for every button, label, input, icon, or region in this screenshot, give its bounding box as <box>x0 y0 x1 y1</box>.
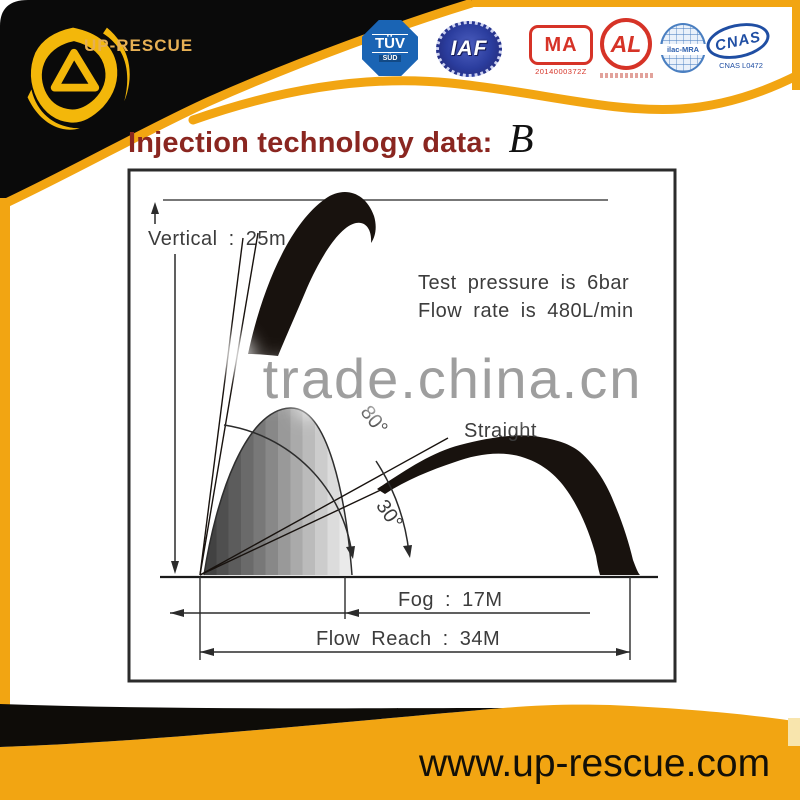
badge-cnas: CNAS CNAS L0472 <box>703 17 776 70</box>
straight-jet-curve <box>377 435 640 575</box>
iaf-globe-icon: IAF <box>436 21 502 77</box>
badge-ma: MA 2014000372Z <box>529 25 593 76</box>
footer-black-wave <box>0 704 503 747</box>
badge-iaf: IAF <box>436 21 502 77</box>
footer-orange-field <box>0 704 800 800</box>
straight-label: Straight <box>464 420 537 442</box>
footer-pale-sliver <box>788 718 800 746</box>
vertical-label: Vertical : 25m <box>148 228 286 250</box>
tuv-octagon-icon: TÜV SÜD <box>362 20 418 76</box>
badge-ilac: ilac-MRA <box>659 23 707 73</box>
page-title: Injection technology data: B <box>128 114 534 162</box>
orange-wave-line <box>188 69 800 125</box>
brand-name: UP-RESCUE <box>84 36 194 55</box>
watermark-text: trade.china.cn <box>262 347 643 410</box>
flow-reach-label: Flow Reach : 34M <box>316 628 500 650</box>
ilac-globe-icon: ilac-MRA <box>659 23 707 73</box>
ma-code: 2014000372Z <box>535 67 587 76</box>
jet-edge-lines <box>199 232 449 576</box>
watermark-glow <box>622 352 652 384</box>
test-pressure-note: Test pressure is 6bar <box>418 272 629 294</box>
top-orange-stripe <box>455 0 800 7</box>
ma-box-icon: MA <box>529 25 593 65</box>
cnas-label: CNAS <box>713 27 763 55</box>
extension-lines <box>199 577 631 660</box>
ilac-label: ilac-MRA <box>666 45 700 54</box>
fog-cone-outline <box>203 407 353 576</box>
arc-arrow-icon <box>346 546 355 559</box>
watermark-glow <box>420 342 454 378</box>
page-title-variant: B <box>508 115 534 161</box>
badge-al: AL <box>600 18 654 78</box>
flow-reach-dimension <box>200 648 630 656</box>
cnas-code: CNAS L0472 <box>719 61 763 70</box>
watermark-glow <box>218 335 254 375</box>
arrow-down-icon <box>171 561 179 574</box>
tuv-sublabel: SÜD <box>378 55 402 62</box>
arrow-left-icon <box>170 609 184 617</box>
flow-rate-note: Flow rate is 480L/min <box>418 300 634 322</box>
arrow-left-icon <box>345 609 359 617</box>
left-orange-stripe <box>0 198 10 706</box>
watermark-glow <box>318 340 352 378</box>
ma-label: MA <box>544 33 578 56</box>
arrow-up-icon <box>151 202 159 214</box>
right-orange-stripe <box>792 0 800 90</box>
cnas-oval-icon: CNAS <box>703 17 773 65</box>
footer-swoosh <box>0 704 800 800</box>
watermark-glow <box>522 348 554 382</box>
page-title-text: Injection technology data: <box>128 127 493 159</box>
watermark-glow <box>506 398 530 420</box>
website-url: www.up-rescue.com <box>419 742 771 785</box>
fog-label: Fog : 17M <box>398 589 503 611</box>
arrow-left-icon <box>200 648 214 656</box>
watermark-glow <box>366 398 390 420</box>
tuv-label: TÜV <box>372 34 408 53</box>
up-rescue-logo-icon <box>27 27 130 130</box>
fog-cone <box>204 407 352 575</box>
watermark-glow <box>296 396 320 418</box>
fog-dimension <box>170 609 590 617</box>
ilac-band: ilac-MRA <box>659 44 707 55</box>
arc-arrow-icon <box>403 545 412 558</box>
diagram-frame <box>127 168 677 683</box>
angle-arcs <box>223 424 410 555</box>
badge-tuv: TÜV SÜD <box>362 20 418 76</box>
vertical-dimension <box>151 202 179 574</box>
iaf-label: IAF <box>450 37 488 60</box>
vertical-jet-curve <box>248 192 376 356</box>
black-corner-shape <box>0 0 472 205</box>
al-label: AL <box>610 30 642 57</box>
al-circle-icon: AL <box>600 18 652 70</box>
al-fine-print <box>600 73 654 78</box>
arrow-right-icon <box>616 648 630 656</box>
injection-diagram: Vertical : 25m 80° 30° <box>127 168 677 683</box>
